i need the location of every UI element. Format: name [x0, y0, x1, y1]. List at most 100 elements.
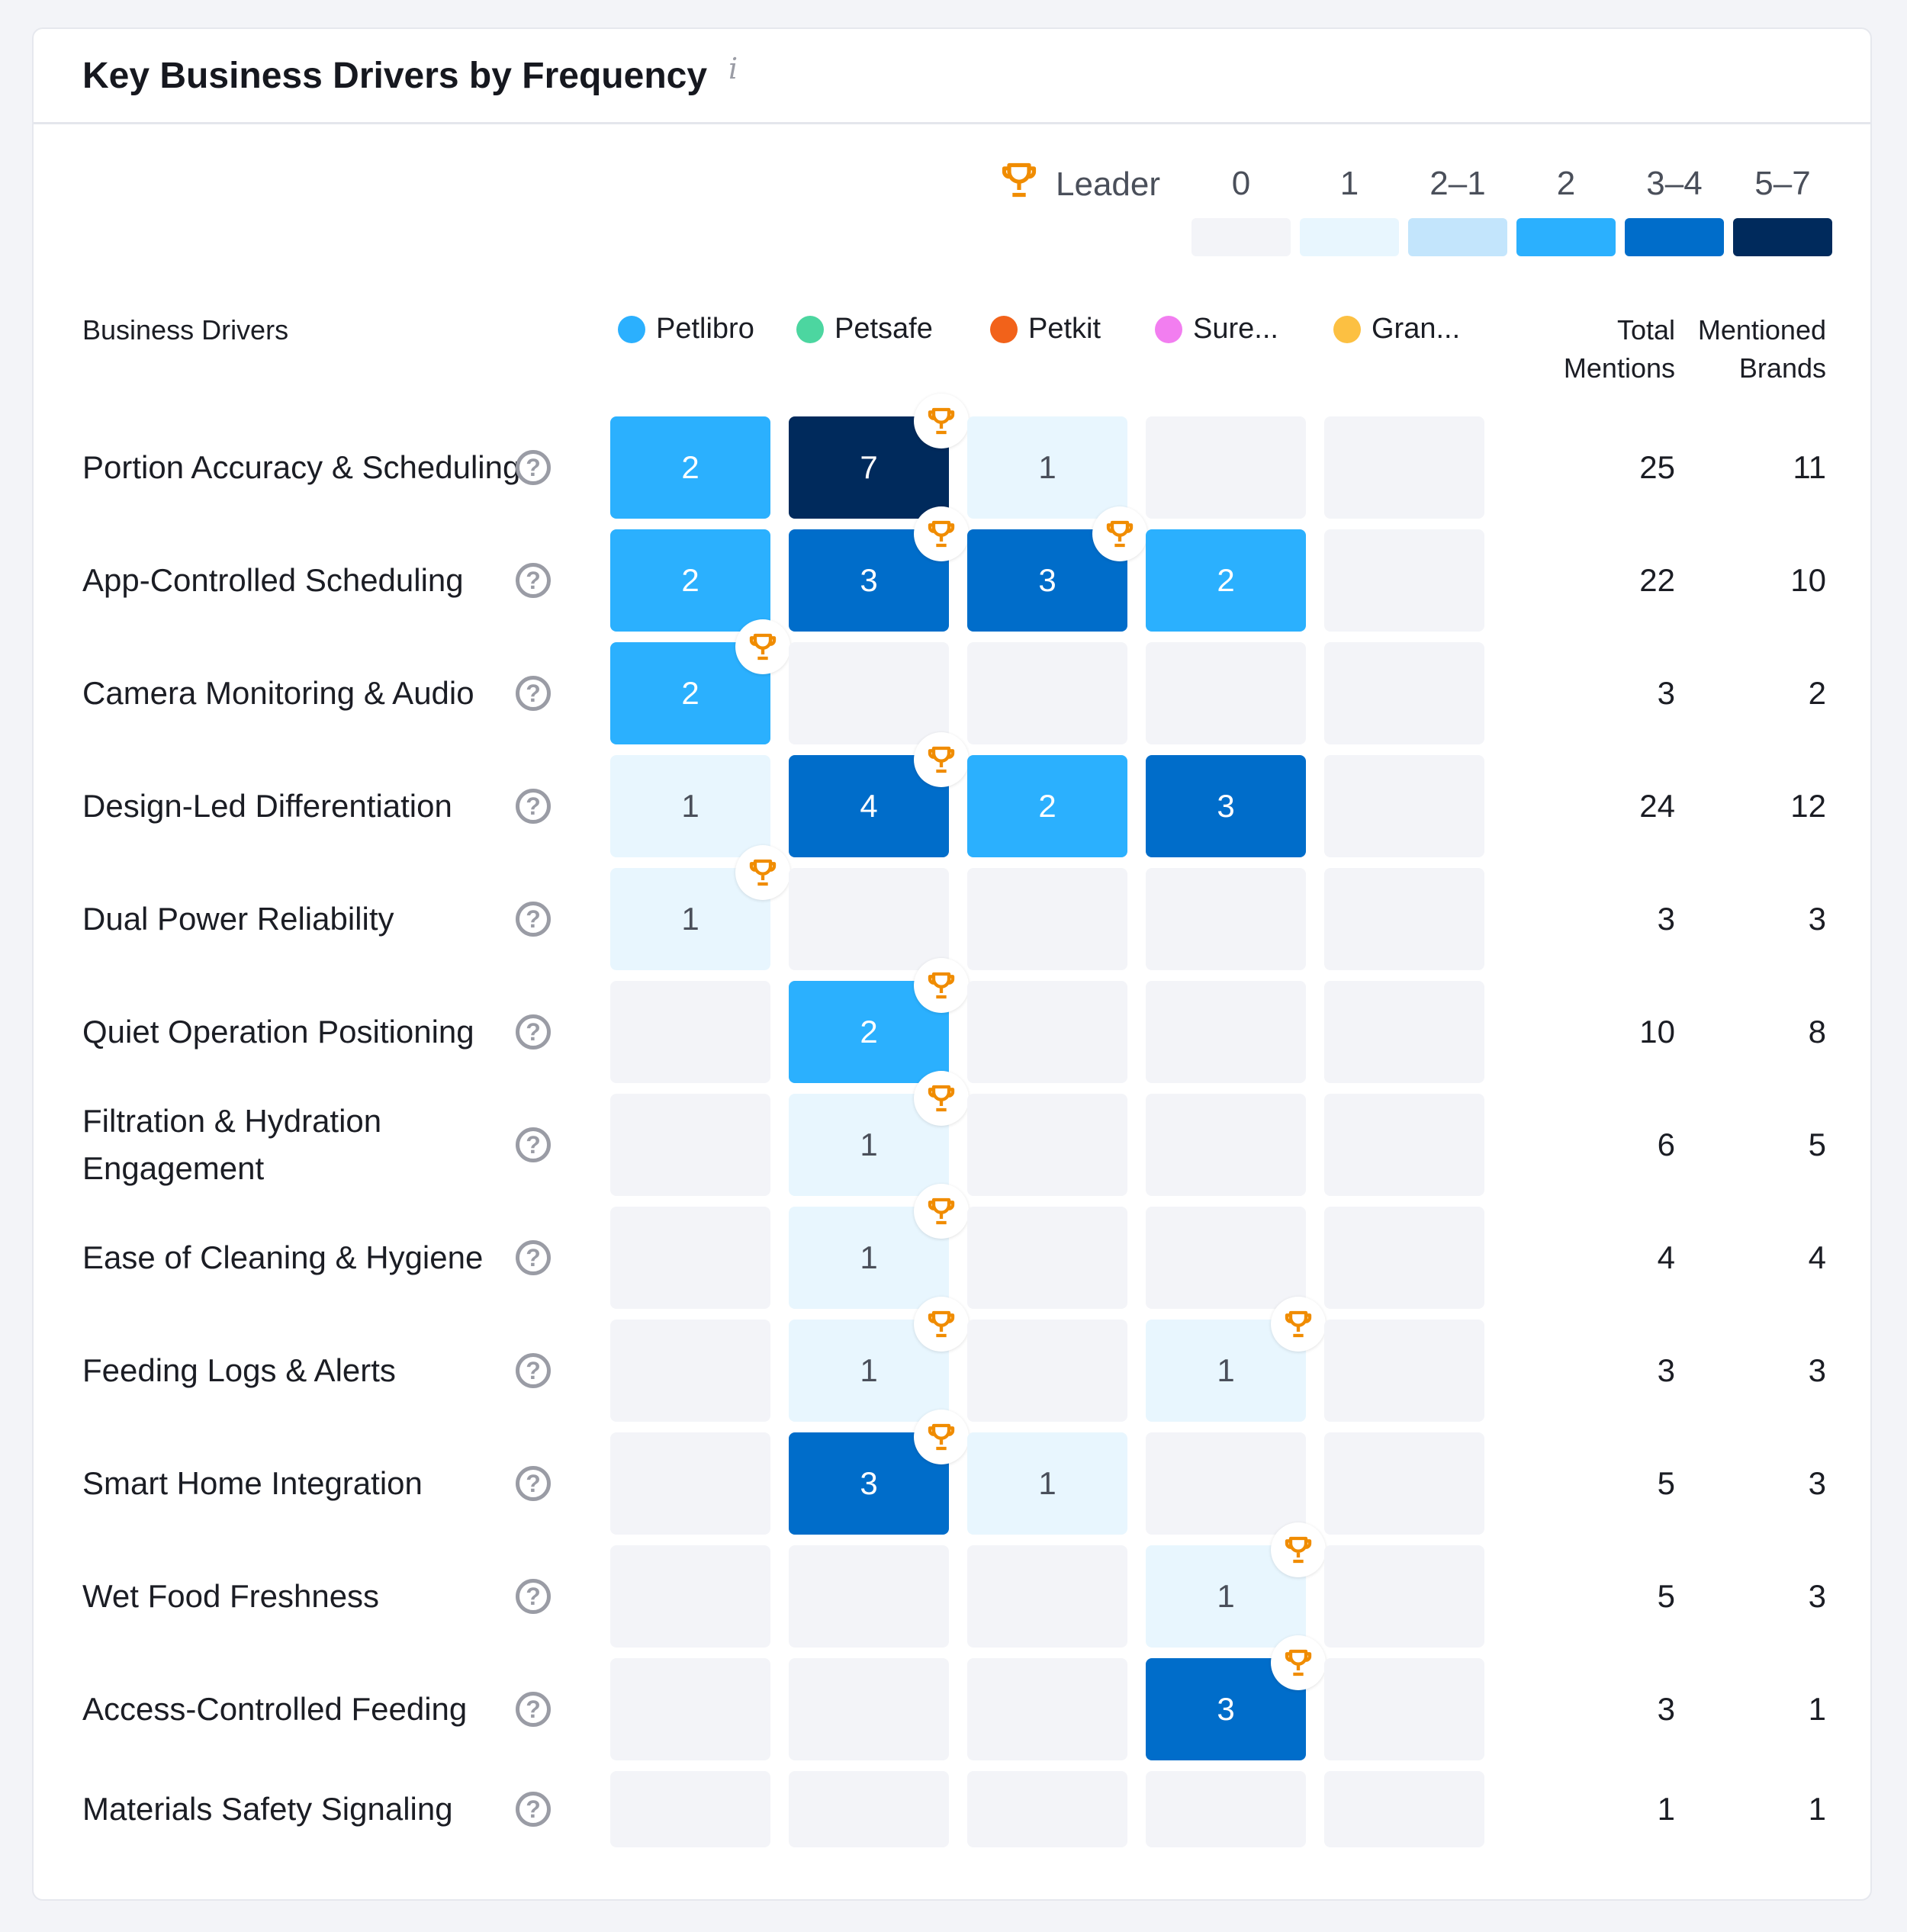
heat-cell[interactable]: 1 [610, 755, 770, 857]
heat-cell[interactable]: 4 [789, 732, 969, 857]
heat-cell[interactable] [1324, 1432, 1484, 1535]
brand-legend-item[interactable]: Sure... [1155, 313, 1278, 346]
heat-cell[interactable] [610, 1771, 770, 1847]
heat-cell[interactable] [789, 868, 949, 970]
heat-cell[interactable] [967, 1207, 1127, 1309]
trophy-icon [735, 845, 790, 900]
table-row: Access-Controlled Feeding ? 3 3 1 [34, 1635, 1870, 1760]
heat-cell[interactable] [610, 981, 770, 1083]
heat-cell[interactable] [610, 1658, 770, 1760]
heat-cell[interactable] [1146, 1094, 1306, 1196]
help-icon[interactable]: ? [516, 1127, 551, 1162]
leader-legend: Leader [999, 160, 1160, 208]
heat-cell[interactable] [789, 1545, 949, 1648]
heat-cell[interactable]: 1 [789, 1071, 969, 1196]
heat-cell[interactable] [967, 1771, 1127, 1847]
heat-cell[interactable]: 1 [610, 845, 790, 970]
heat-cell[interactable] [1146, 1432, 1306, 1535]
heat-cell[interactable] [967, 1320, 1127, 1422]
heat-cell[interactable] [610, 1432, 770, 1535]
mentioned-brands: 5 [1808, 1127, 1826, 1162]
heat-cell[interactable] [1146, 981, 1306, 1083]
heat-cell[interactable] [789, 642, 949, 744]
help-icon[interactable]: ? [516, 563, 551, 598]
driver-label: Design-Led Differentiation [82, 788, 452, 824]
heat-cell[interactable]: 2 [967, 755, 1127, 857]
help-icon[interactable]: ? [516, 1792, 551, 1827]
help-icon[interactable]: ? [516, 1692, 551, 1727]
heat-cell[interactable]: 2 [610, 416, 770, 519]
heat-cell[interactable]: 3 [789, 1410, 969, 1535]
heat-cell[interactable] [967, 981, 1127, 1083]
total-header-line2: Mentions [1563, 352, 1675, 384]
mentioned-brands: 10 [1790, 562, 1826, 598]
help-icon[interactable]: ? [516, 1579, 551, 1614]
heat-cell[interactable]: 3 [1146, 755, 1306, 857]
heat-cell[interactable]: 1 [1146, 1522, 1326, 1648]
brand-legend-item[interactable]: Gran... [1333, 313, 1460, 346]
heat-cell[interactable]: 3 [789, 506, 969, 632]
heat-cell[interactable] [967, 642, 1127, 744]
heat-cell[interactable] [1146, 1771, 1306, 1847]
heat-cell[interactable] [1146, 868, 1306, 970]
heat-cell[interactable]: 1 [967, 416, 1127, 519]
info-icon[interactable]: i [728, 52, 738, 85]
heat-cell[interactable]: 2 [789, 958, 969, 1083]
heat-cell[interactable] [1324, 1658, 1484, 1760]
heat-cell[interactable] [1324, 642, 1484, 744]
total-mentions: 3 [1657, 1352, 1675, 1388]
heat-cell[interactable] [610, 1094, 770, 1196]
heat-cell[interactable] [1146, 1207, 1306, 1309]
heat-cell[interactable]: 1 [789, 1184, 969, 1309]
help-icon[interactable]: ? [516, 450, 551, 485]
heat-cell[interactable]: 2 [610, 619, 790, 744]
scale-label: 3–4 [1646, 165, 1703, 202]
heat-cell[interactable] [1324, 1771, 1484, 1847]
help-icon[interactable]: ? [516, 902, 551, 937]
heat-cell[interactable] [610, 1320, 770, 1422]
total-mentions: 3 [1657, 675, 1675, 711]
heat-cell[interactable] [1324, 529, 1484, 632]
heat-cell[interactable]: 3 [967, 506, 1147, 632]
heat-cell[interactable]: 3 [1146, 1635, 1326, 1760]
heat-cell[interactable] [967, 868, 1127, 970]
help-icon[interactable]: ? [516, 1240, 551, 1275]
heat-cell[interactable] [789, 1658, 949, 1760]
heat-cell[interactable]: 1 [1146, 1297, 1326, 1422]
help-icon[interactable]: ? [516, 789, 551, 824]
mentioned-brands-header[interactable]: Mentioned Brands [1698, 311, 1826, 387]
heat-cell[interactable] [967, 1545, 1127, 1648]
heat-cell[interactable] [1324, 1320, 1484, 1422]
heat-cell[interactable] [1324, 868, 1484, 970]
heat-cell[interactable] [610, 1545, 770, 1648]
heat-cell[interactable] [1324, 1094, 1484, 1196]
scale-swatch [1625, 218, 1724, 256]
total-mentions-header[interactable]: Total Mentions [1564, 311, 1675, 387]
heat-cell[interactable] [1324, 1545, 1484, 1648]
heat-cell[interactable] [967, 1094, 1127, 1196]
heat-cell[interactable]: 1 [789, 1297, 969, 1422]
heat-cell[interactable]: 2 [1146, 529, 1306, 632]
help-icon[interactable]: ? [516, 1466, 551, 1501]
brand-legend-item[interactable]: Petsafe [796, 313, 933, 346]
brand-legend-item[interactable]: Petkit [990, 313, 1101, 346]
heat-cell[interactable]: 2 [610, 529, 770, 632]
help-icon[interactable]: ? [516, 1353, 551, 1388]
heat-cell[interactable] [1324, 755, 1484, 857]
heat-cell[interactable] [1324, 1207, 1484, 1309]
help-icon[interactable]: ? [516, 676, 551, 711]
heat-cell[interactable] [1324, 981, 1484, 1083]
heat-cell[interactable] [610, 1207, 770, 1309]
driver-label: Smart Home Integration [82, 1465, 423, 1501]
heat-cell[interactable] [967, 1658, 1127, 1760]
brand-legend-item[interactable]: Petlibro [618, 313, 754, 346]
heat-cell[interactable] [1324, 416, 1484, 519]
heat-cell[interactable] [789, 1771, 949, 1847]
heat-cell[interactable] [1146, 416, 1306, 519]
total-mentions: 6 [1657, 1127, 1675, 1162]
heat-cell[interactable]: 7 [789, 394, 969, 519]
brand-color-dot [1333, 315, 1361, 343]
heat-cell[interactable]: 1 [967, 1432, 1127, 1535]
help-icon[interactable]: ? [516, 1014, 551, 1050]
heat-cell[interactable] [1146, 642, 1306, 744]
